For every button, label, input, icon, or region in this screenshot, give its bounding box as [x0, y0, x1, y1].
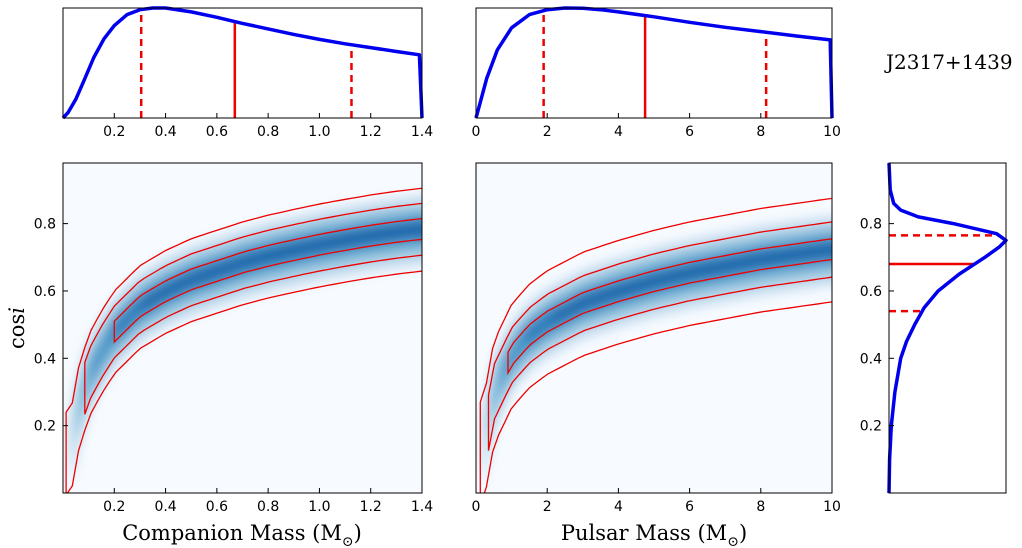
- cosi-marginal-ytick-label: 0.4: [860, 351, 882, 367]
- pulsar-mass-marginal-xtick-label: 0: [472, 124, 481, 140]
- pulsar-mass-axis-label-sub: ⊙: [727, 534, 739, 548]
- companion-mass-axis-label-text: Companion Mass (M: [122, 521, 342, 545]
- companion-mass-marginal-marks: [61, 6, 424, 120]
- companion-mass-marginal-xtick-label: 0.4: [154, 124, 176, 140]
- cosi-marginal-ticks: 0.2 0.4 0.6 0.8: [860, 217, 894, 435]
- companion-mass-joint-xtick-label: 0.2: [103, 499, 125, 515]
- companion-mass-joint-ytick-label: 0.8: [34, 217, 56, 233]
- pulsar-mass-axis-label-close: ): [739, 521, 747, 545]
- pulsar-mass-joint-xtick-label: 0: [472, 499, 481, 515]
- pulsar-mass-marginal-xtick-label: 2: [543, 124, 552, 140]
- companion-mass-joint-ticks: 0.2 0.4 0.6 0.8 1.0 1.2 1.4 0.2 0.4 0.6 0.8: [34, 217, 433, 515]
- pulsar-mass-joint-xtick-label: 6: [685, 499, 694, 515]
- pulsar-mass-marginal-xtick-label: 10: [823, 124, 841, 140]
- companion-mass-marginal-xtick-label: 1.4: [411, 124, 433, 140]
- companion-mass-joint-contour-1: [113, 218, 422, 344]
- pulsar-name-title: J2317+1439: [884, 50, 1013, 74]
- pulsar-mass-joint-contours: [479, 197, 832, 493]
- pulsar-mass-joint-contour-2: [487, 221, 832, 451]
- cosi-marginal-frame: [888, 162, 1007, 494]
- companion-mass-joint-xtick-label: 1.4: [411, 499, 433, 515]
- companion-mass-marginal-xtick-label: 0.2: [103, 124, 125, 140]
- pulsar-mass-marginal-xtick-label: 8: [756, 124, 765, 140]
- pulsar-mass-joint-frame: [475, 162, 833, 494]
- companion-mass-joint-xtick-label: 1.2: [360, 499, 382, 515]
- companion-mass-joint-xtick-label: 1.0: [308, 499, 330, 515]
- companion-mass-marginal-xtick-label: 1.0: [308, 124, 330, 140]
- companion-mass-joint-ytick-label: 0.6: [34, 284, 56, 300]
- pulsar-mass-marginal-frame: [475, 7, 833, 119]
- pulsar-mass-joint-xtick-label: 2: [543, 499, 552, 515]
- pulsar-mass-marginal-pdf-line: [474, 6, 834, 119]
- companion-mass-joint-xtick-label: 0.6: [206, 499, 228, 515]
- pulsar-mass-joint-density: [483, 215, 832, 490]
- pulsar-mass-cosi-joint-panel: 0 2 4 6 8 10 Pulsar Mass (M⊙): [472, 162, 841, 548]
- pulsar-mass-joint-xtick-label: 4: [614, 499, 623, 515]
- companion-mass-axis-label-sub: ⊙: [342, 534, 354, 548]
- pulsar-mass-marginal-marks: [474, 6, 834, 119]
- pulsar-mass-joint-density-band: [483, 223, 832, 481]
- companion-mass-cosi-joint-panel: 0.2 0.4 0.6 0.8 1.0 1.2 1.4 0.2 0.4 0.6 0.8 Compan…: [5, 162, 433, 548]
- pulsar-mass-marginal-xtick-label: 4: [614, 124, 623, 140]
- cosi-marginal-panel: 0.2 0.4 0.6 0.8: [860, 162, 1008, 494]
- cosi-marginal-pdf-line: [887, 162, 1008, 494]
- companion-mass-joint-contours: [65, 187, 422, 493]
- pulsar-mass-joint-density-band: [490, 230, 832, 434]
- pulsar-mass-joint-density-band: [552, 245, 832, 323]
- companion-mass-marginal-frame: [62, 7, 423, 119]
- companion-mass-marginal-xtick-label: 1.2: [360, 124, 382, 140]
- cosi-axis-label-italic: i: [5, 307, 29, 314]
- cosi-marginal-ytick-label: 0.2: [860, 419, 882, 435]
- companion-mass-joint-ytick-label: 0.2: [34, 419, 56, 435]
- companion-mass-marginal-xtick-label: 0.8: [257, 124, 279, 140]
- pulsar-mass-axis-label: Pulsar Mass (M⊙): [561, 521, 747, 548]
- companion-mass-joint-density-band: [141, 224, 422, 310]
- pulsar-mass-joint-xtick-label: 8: [756, 499, 765, 515]
- pulsar-mass-joint-contour-1: [507, 238, 832, 376]
- cosi-marginal-ytick-label: 0.6: [860, 284, 882, 300]
- companion-mass-axis-label: Companion Mass (M⊙): [122, 521, 362, 548]
- companion-mass-marginal-panel: 0.2 0.4 0.6 0.8 1.0 1.2 1.4: [61, 6, 433, 140]
- pulsar-mass-marginal-ticks: 0 2 4 6 8 10: [472, 113, 841, 140]
- companion-mass-joint-ytick-label: 0.4: [34, 351, 56, 367]
- companion-mass-marginal-pdf-line: [61, 6, 424, 120]
- cosi-marginal-marks: [887, 162, 1008, 494]
- cosi-axis-label-text: cos: [5, 314, 29, 349]
- cosi-axis-label: cosi: [5, 307, 29, 349]
- companion-mass-joint-contour-2: [84, 202, 422, 415]
- companion-mass-marginal-ticks: 0.2 0.4 0.6 0.8 1.0 1.2 1.4: [103, 113, 433, 140]
- companion-mass-marginal-xtick-label: 0.6: [206, 124, 228, 140]
- pulsar-mass-joint-ticks: 0 2 4 6 8 10: [472, 488, 841, 515]
- cosi-marginal-ytick-label: 0.8: [860, 217, 882, 233]
- companion-mass-joint-density-band: [70, 203, 422, 481]
- companion-mass-joint-xtick-label: 0.4: [154, 499, 176, 515]
- pulsar-mass-joint-contour-3: [479, 197, 832, 493]
- companion-mass-joint-frame: [62, 162, 423, 494]
- companion-mass-joint-contour-3: [65, 187, 422, 493]
- pulsar-mass-marginal-panel: 0 2 4 6 8 10: [472, 6, 841, 140]
- pulsar-mass-joint-density-band: [525, 240, 832, 349]
- companion-mass-joint-xtick-label: 0.8: [257, 499, 279, 515]
- pulsar-mass-joint-xtick-label: 10: [823, 499, 841, 515]
- pulsar-mass-marginal-xtick-label: 6: [685, 124, 694, 140]
- pulsar-mass-joint-density-band: [500, 236, 832, 392]
- pulsar-mass-axis-label-text: Pulsar Mass (M: [561, 521, 727, 545]
- companion-mass-axis-label-close: ): [354, 521, 362, 545]
